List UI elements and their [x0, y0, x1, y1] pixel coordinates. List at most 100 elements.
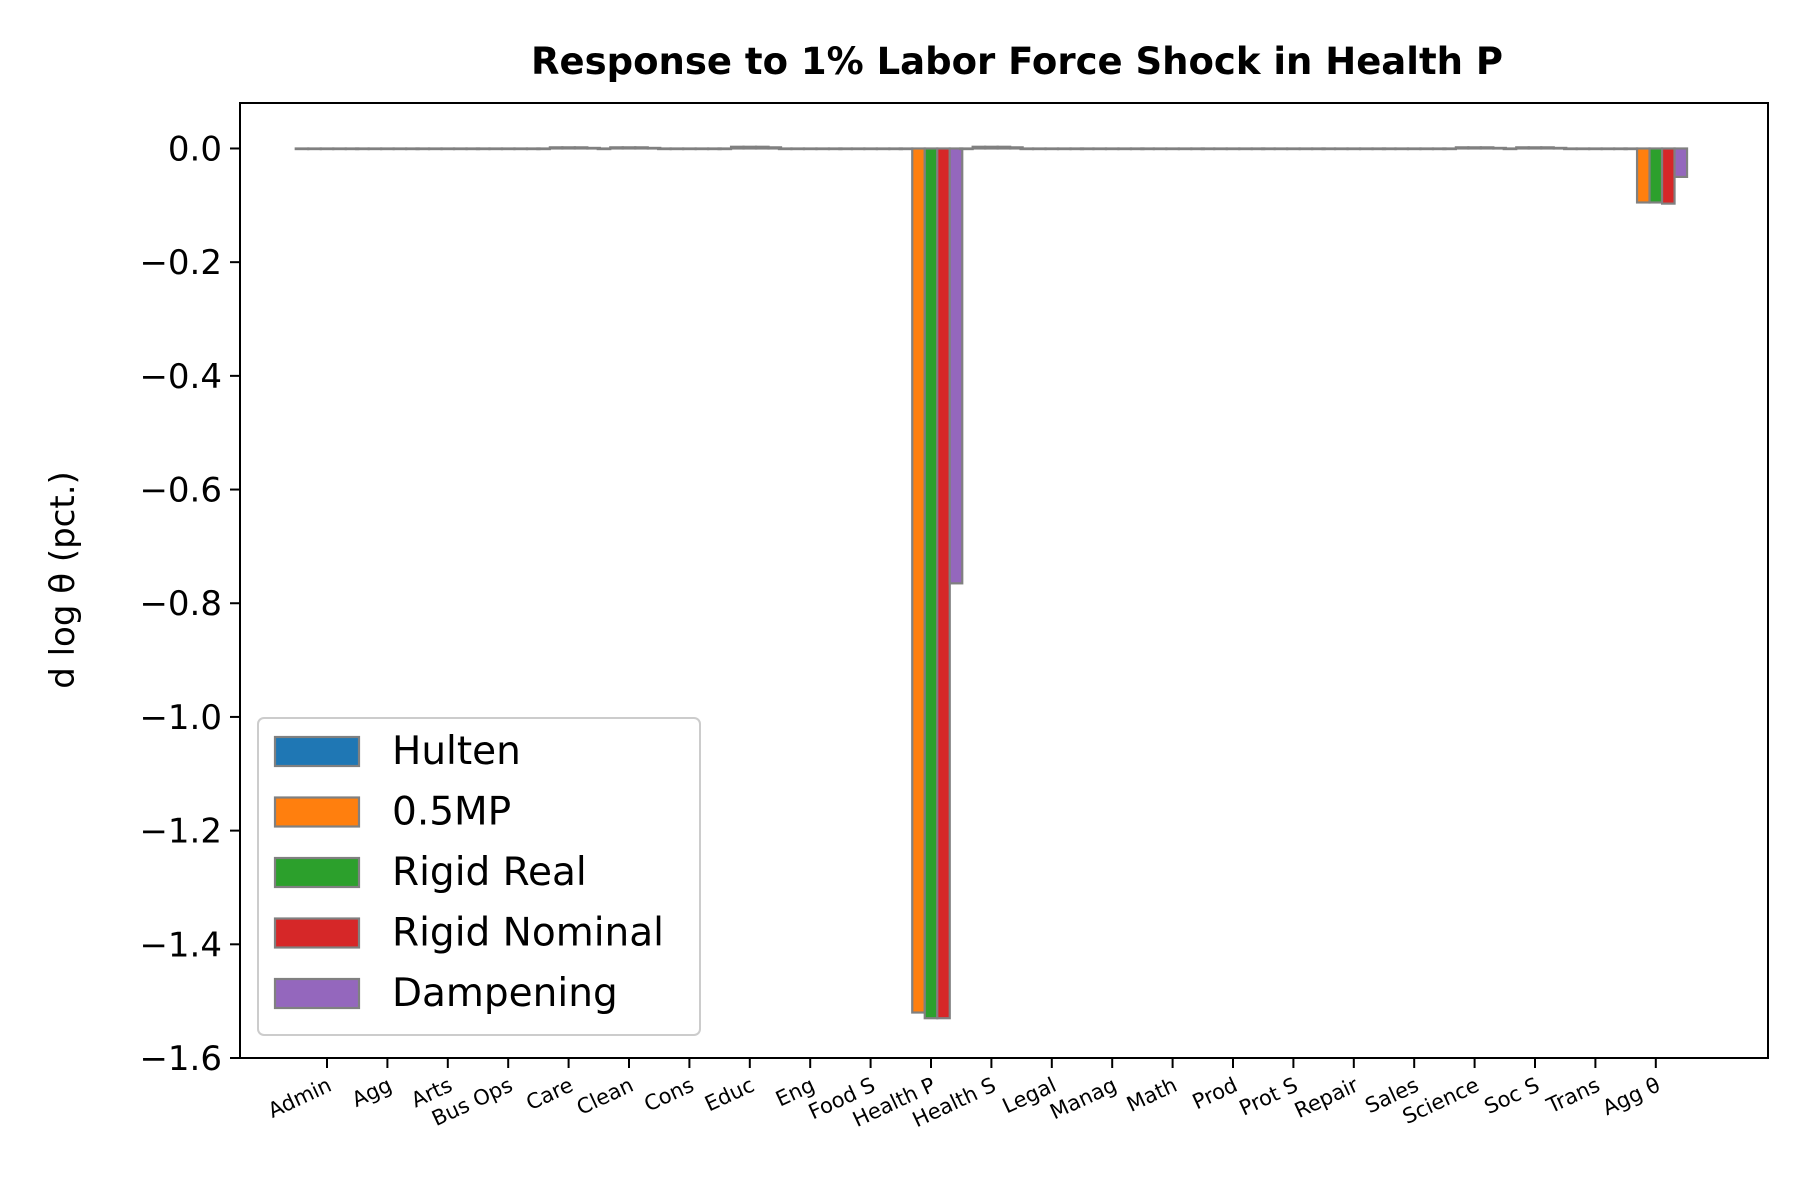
- x-tick-label: Manag: [1046, 1073, 1120, 1125]
- bar: [1225, 147, 1241, 151]
- x-tick-label: Agg: [348, 1073, 395, 1112]
- legend-label: Rigid Real: [392, 850, 587, 895]
- bar: [959, 147, 974, 151]
- x-tick-label: Math: [1123, 1073, 1181, 1117]
- bar: [392, 147, 408, 151]
- bar: [1673, 147, 1689, 178]
- bar: [1515, 146, 1530, 150]
- bar: [561, 146, 576, 150]
- bar: [923, 147, 939, 1020]
- bar: [548, 146, 564, 150]
- y-tick-label: 0.0: [168, 129, 222, 169]
- bar: [863, 147, 878, 151]
- bar: [984, 145, 999, 150]
- bar: [609, 146, 624, 150]
- bar: [1479, 146, 1495, 150]
- x-tick-label: Educ: [701, 1073, 758, 1117]
- bar: [669, 147, 685, 151]
- bar: [380, 147, 395, 151]
- bar: [911, 147, 926, 1014]
- bar: [1079, 147, 1095, 151]
- bar: [777, 147, 793, 151]
- bar: [936, 147, 951, 1020]
- bar: [1540, 146, 1555, 150]
- bar: [754, 145, 770, 150]
- bar: [742, 145, 758, 150]
- bar: [1600, 147, 1616, 151]
- x-tick-label: Trans: [1542, 1073, 1603, 1119]
- bar: [1152, 147, 1168, 151]
- bar: [1213, 147, 1228, 151]
- bar: [573, 146, 589, 150]
- legend-swatch: [273, 796, 361, 828]
- bar: [682, 147, 697, 151]
- bar: [1019, 147, 1035, 151]
- bar: [971, 145, 987, 150]
- x-tick-label: Cons: [640, 1073, 697, 1117]
- bar: [948, 147, 964, 585]
- bar: [898, 147, 914, 151]
- x-tick-label: Care: [523, 1073, 577, 1115]
- legend-swatch: [273, 977, 361, 1010]
- bar: [1056, 147, 1072, 151]
- bar: [1419, 147, 1435, 151]
- bar: [1044, 147, 1060, 151]
- bar: [1140, 147, 1155, 151]
- bar: [1177, 147, 1193, 151]
- bar: [1346, 147, 1362, 151]
- bar: [1261, 147, 1276, 151]
- legend-box: [257, 717, 701, 1036]
- y-tick-label: −0.8: [139, 584, 222, 624]
- bar: [1575, 147, 1591, 151]
- bar: [838, 147, 853, 151]
- legend-swatch: [273, 917, 361, 949]
- bar: [1394, 147, 1410, 151]
- bar: [802, 147, 818, 151]
- bar: [513, 147, 529, 151]
- bar: [1467, 146, 1482, 150]
- y-tick-label: −1.0: [139, 698, 222, 738]
- chart-title: Response to 1% Labor Force Shock in Heal…: [531, 40, 1503, 83]
- bar: [596, 147, 612, 151]
- x-tick-label: Repair: [1291, 1073, 1362, 1123]
- bar: [1563, 147, 1578, 151]
- bar: [1527, 146, 1543, 150]
- bar: [634, 146, 649, 150]
- bar: [536, 147, 551, 151]
- bar: [717, 147, 733, 151]
- bar: [475, 147, 491, 151]
- plot-frame: [239, 102, 1769, 1059]
- bar: [452, 147, 468, 151]
- bar: [1635, 147, 1651, 204]
- legend-label: Hulten: [392, 729, 521, 774]
- bar: [415, 147, 431, 151]
- bar: [1358, 147, 1374, 151]
- bar: [294, 147, 310, 151]
- bar: [1442, 147, 1457, 151]
- bar: [1321, 147, 1337, 151]
- x-tick-label: Prod: [1189, 1073, 1241, 1114]
- y-tick-label: −1.4: [139, 925, 222, 965]
- bar: [367, 147, 383, 151]
- bar: [1648, 147, 1664, 204]
- y-tick-label: −1.6: [139, 1039, 222, 1079]
- bar: [1238, 147, 1253, 151]
- bar: [621, 146, 637, 150]
- bar: [488, 147, 504, 151]
- y-tick-label: −0.6: [139, 471, 222, 511]
- bar: [1333, 147, 1349, 151]
- x-tick-label: Soc S: [1481, 1073, 1543, 1119]
- bar: [1588, 147, 1603, 151]
- legend: Hulten 0.5MP Rigid Real Rigid Nominal Dampen…: [257, 717, 701, 1036]
- bar: [657, 147, 672, 151]
- legend-label: Rigid Nominal: [392, 911, 664, 956]
- x-tick-label: Clean: [573, 1073, 637, 1120]
- bar: [500, 147, 516, 151]
- bar: [1273, 147, 1289, 151]
- bar: [427, 147, 443, 151]
- bar: [1502, 147, 1518, 151]
- y-axis-label: d log θ (pct.): [43, 471, 83, 689]
- bar-group: [294, 145, 1689, 1020]
